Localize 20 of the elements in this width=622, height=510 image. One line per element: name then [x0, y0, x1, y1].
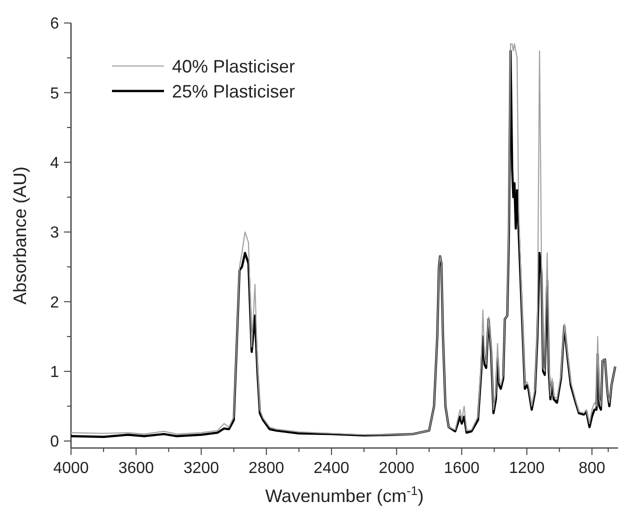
legend-label: 25% Plasticiser — [172, 81, 296, 102]
y-tick-label: 6 — [50, 16, 60, 33]
y-tick-label: 0 — [50, 434, 60, 451]
y-tick-label: 1 — [50, 364, 60, 381]
legend-label: 40% Plasticiser — [172, 56, 296, 76]
x-tick-label: 3600 — [118, 460, 154, 477]
x-tick-label: 4000 — [53, 460, 89, 477]
y-tick-label: 3 — [50, 224, 60, 242]
x-tick-label: 1200 — [509, 460, 545, 477]
y-tick-label: 2 — [50, 294, 60, 312]
x-tick-label: 2800 — [248, 460, 284, 477]
y-tick-label: 4 — [50, 154, 60, 172]
x-axis-title: Wavenumber (cm$^{-1}$) — [265, 484, 424, 506]
y-axis-title: Absorbance (AU) — [10, 166, 30, 305]
x-tick-label: 2400 — [314, 460, 350, 477]
x-tick-label: 800 — [578, 460, 606, 477]
x-tick-label: 1600 — [444, 460, 480, 477]
y-tick-label: 5 — [50, 85, 60, 102]
x-tick-label: 2000 — [378, 460, 414, 477]
x-tick-label: 3200 — [183, 460, 220, 477]
